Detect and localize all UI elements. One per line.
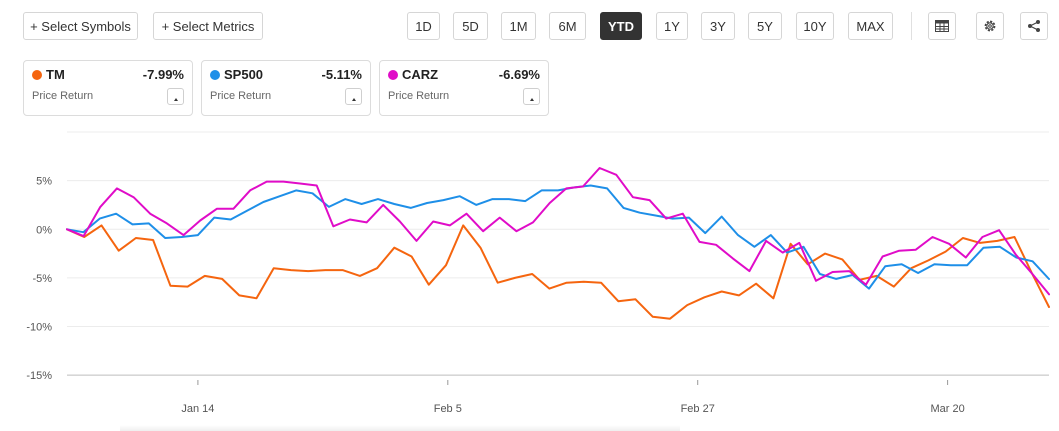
toolbar: + Select Symbols + Select Metrics 1D 5D … (0, 0, 1059, 54)
metric-dropdown-button[interactable] (345, 88, 362, 105)
range-6m-button[interactable]: 6M (549, 12, 586, 40)
range-5d-button[interactable]: 5D (453, 12, 488, 40)
select-metrics-button[interactable]: + Select Metrics (153, 12, 263, 40)
range-1d-button[interactable]: 1D (407, 12, 440, 40)
legend-metric: Price Return (210, 90, 272, 102)
legend-dot-tm (32, 70, 42, 80)
legend-metric: Price Return (32, 90, 94, 102)
toolbar-divider (911, 12, 912, 40)
series-line-sp500 (66, 184, 1050, 290)
legend-card-sp500[interactable]: SP500 -5.11% Price Return (201, 60, 371, 116)
y-tick-label: -5% (32, 273, 52, 285)
legend-value: -5.11% (321, 67, 362, 82)
chart-grid (67, 131, 1049, 376)
y-tick-label: 5% (36, 176, 52, 188)
legend-symbol: TM (46, 67, 65, 82)
y-tick-label: 0% (36, 224, 52, 236)
y-tick-label: -15% (26, 370, 52, 382)
x-tick-label: Jan 14 (181, 403, 214, 415)
chart-bottom-shade (120, 425, 680, 431)
settings-button[interactable] (976, 12, 1004, 40)
legend-dot-sp500 (210, 70, 220, 80)
y-axis: 5% 0% -5% -10% -15% (26, 176, 52, 383)
x-tick-label: Feb 5 (434, 403, 462, 415)
x-tick-label: Mar 20 (930, 403, 964, 415)
return-chart[interactable]: 5% 0% -5% -10% -15% Jan 14 Feb 5 Feb 27 Mar 20 (0, 120, 1059, 431)
range-5y-button[interactable]: 5Y (748, 12, 782, 40)
legend-metric: Price Return (388, 90, 450, 102)
range-max-button[interactable]: MAX (848, 12, 893, 40)
legend-card-tm[interactable]: TM -7.99% Price Return (23, 60, 193, 116)
share-icon (1028, 20, 1040, 32)
range-1m-button[interactable]: 1M (501, 12, 536, 40)
range-3y-button[interactable]: 3Y (701, 12, 735, 40)
share-button[interactable] (1020, 12, 1048, 40)
x-tick-label: Feb 27 (681, 403, 715, 415)
range-ytd-button[interactable]: YTD (600, 12, 642, 40)
legend-value: -6.69% (498, 67, 540, 82)
series-line-carz (66, 167, 1050, 296)
legend-value: -7.99% (142, 67, 184, 82)
series-line-tm (66, 224, 1050, 320)
legend-dot-carz (388, 70, 398, 80)
legend-card-carz[interactable]: CARZ -6.69% Price Return (379, 60, 549, 116)
range-10y-button[interactable]: 10Y (796, 12, 834, 40)
gear-icon (984, 20, 996, 32)
metric-dropdown-button[interactable] (167, 88, 184, 105)
metric-dropdown-button[interactable] (523, 88, 540, 105)
table-view-button[interactable] (928, 12, 956, 40)
chart-lines (66, 167, 1050, 320)
legend-symbol: CARZ (402, 67, 439, 82)
select-symbols-button[interactable]: + Select Symbols (23, 12, 138, 40)
y-tick-label: -10% (26, 322, 52, 334)
table-icon (935, 20, 949, 32)
x-axis: Jan 14 Feb 5 Feb 27 Mar 20 (181, 380, 965, 415)
range-1y-button[interactable]: 1Y (656, 12, 688, 40)
legend-symbol: SP500 (224, 67, 264, 82)
